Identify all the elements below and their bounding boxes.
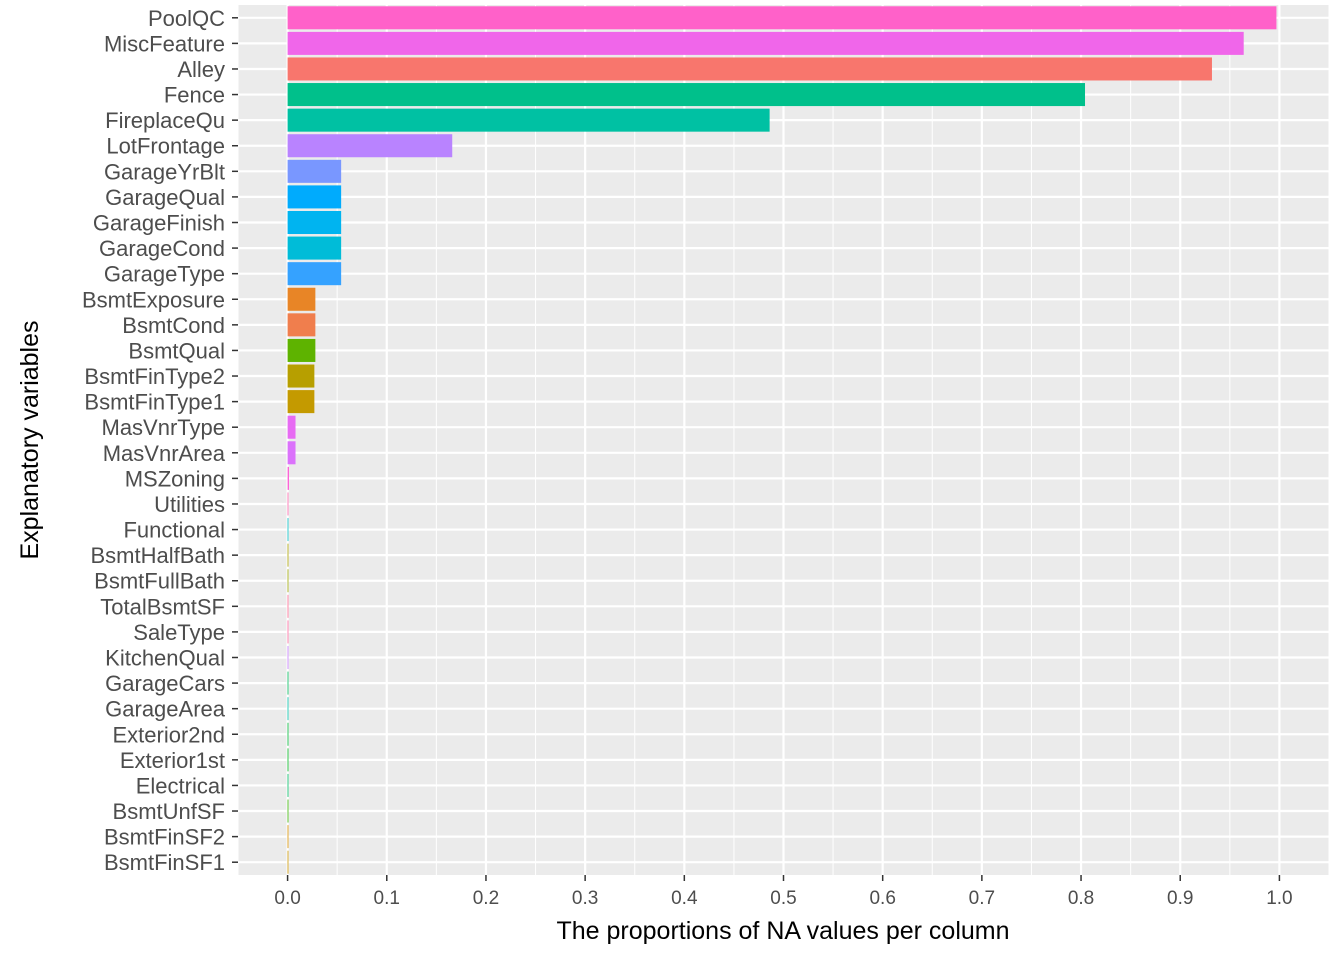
bar-GarageCond (287, 236, 342, 260)
bar-MiscFeature (287, 31, 1244, 55)
bar-Functional (287, 518, 289, 542)
x-tick-label: 0.6 (869, 888, 895, 909)
y-tick-label: BsmtUnfSF (113, 799, 225, 824)
bar-BsmtFinSF1 (287, 850, 289, 874)
bar-BsmtHalfBath (287, 543, 289, 567)
x-tick-label: 0.0 (274, 888, 300, 909)
bar-MasVnrType (287, 415, 296, 439)
bar-SaleType (287, 620, 289, 644)
x-tick-label: 0.3 (572, 888, 598, 909)
y-tick-label: FireplaceQu (105, 108, 225, 133)
x-tick-label: 1.0 (1266, 888, 1292, 909)
y-tick-label: SaleType (133, 620, 225, 645)
y-tick-label: Exterior1st (120, 748, 225, 773)
bar-BsmtFinType2 (287, 364, 315, 388)
bars (287, 6, 1277, 874)
y-tick-label: LotFrontage (106, 134, 225, 159)
y-tick-label: GarageYrBlt (104, 159, 225, 184)
bar-GarageFinish (287, 210, 342, 235)
bar-BsmtFinSF2 (287, 825, 289, 849)
bar-BsmtFullBath (287, 569, 289, 593)
y-tick-label: Fence (164, 83, 225, 108)
x-tick-label: 0.5 (770, 888, 796, 909)
x-tick-labels: 0.0 0.1 0.2 0.3 0.4 0.5 0.6 0.7 0.8 0.9 1.0 (274, 875, 1293, 909)
y-tick-label: GarageQual (105, 185, 225, 210)
y-tick-label: MasVnrArea (103, 441, 226, 466)
bar-BsmtFinType1 (287, 390, 315, 414)
bar-LotFrontage (287, 134, 453, 158)
bar-Utilities (287, 492, 289, 516)
y-tick-label: BsmtFullBath (94, 569, 225, 594)
bar-MSZoning (287, 466, 289, 490)
y-tick-label: Electrical (136, 773, 225, 798)
y-tick-label: BsmtHalfBath (91, 543, 226, 568)
x-tick-label: 0.1 (374, 888, 400, 909)
bar-BsmtQual (287, 338, 316, 362)
y-tick-label: BsmtFinType2 (84, 364, 225, 389)
y-tick-label: Alley (177, 57, 225, 82)
bar-Exterior2nd (287, 722, 289, 746)
bar-FireplaceQu (287, 108, 770, 132)
y-tick-label: MSZoning (125, 466, 225, 491)
y-tick-label: PoolQC (148, 6, 225, 31)
bar-GarageYrBlt (287, 159, 342, 183)
y-tick-label: GarageCars (105, 671, 225, 696)
x-tick-label: 0.4 (671, 888, 698, 909)
y-tick-label: GarageArea (105, 697, 226, 722)
bar-GarageQual (287, 185, 342, 209)
y-tick-label: BsmtFinSF1 (104, 850, 225, 875)
bar-PoolQC (287, 6, 1277, 30)
y-tick-label: BsmtFinSF2 (104, 825, 225, 850)
bar-KitchenQual (287, 645, 289, 670)
y-tick-label: MasVnrType (102, 415, 226, 440)
y-tick-labels: PoolQCMiscFeatureAlleyFenceFireplaceQuLo… (82, 6, 238, 875)
bar-BsmtExposure (287, 287, 316, 311)
bar-GarageCars (287, 671, 289, 695)
y-axis-title: Explanatory variables (16, 320, 44, 559)
y-tick-label: GarageFinish (93, 211, 225, 236)
y-tick-label: Functional (123, 518, 225, 543)
y-tick-label: MiscFeature (104, 31, 225, 56)
bar-Exterior1st (287, 748, 289, 772)
bar-BsmtCond (287, 313, 316, 337)
bar-TotalBsmtSF (287, 594, 289, 618)
y-tick-label: BsmtQual (128, 338, 225, 363)
x-tick-label: 0.2 (473, 888, 499, 909)
bar-Electrical (287, 773, 289, 797)
bar-GarageType (287, 262, 342, 286)
y-tick-label: BsmtFinType1 (84, 390, 225, 415)
y-tick-label: GarageType (104, 262, 225, 287)
y-tick-label: TotalBsmtSF (100, 594, 225, 619)
bar-Alley (287, 57, 1212, 81)
y-tick-label: BsmtCond (122, 313, 225, 338)
bar-GarageArea (287, 697, 289, 721)
bar-BsmtUnfSF (287, 799, 289, 823)
y-tick-label: Utilities (154, 492, 225, 517)
y-tick-label: BsmtExposure (82, 287, 225, 312)
x-tick-label: 0.7 (969, 888, 995, 909)
y-tick-label: GarageCond (99, 236, 225, 261)
x-axis-title: The proportions of NA values per column (556, 917, 1009, 945)
bar-Fence (287, 83, 1086, 107)
x-tick-label: 0.9 (1167, 888, 1193, 909)
y-tick-label: KitchenQual (105, 646, 225, 671)
x-tick-label: 0.8 (1068, 888, 1094, 909)
y-tick-label: Exterior2nd (112, 722, 225, 747)
bar-MasVnrArea (287, 441, 296, 465)
